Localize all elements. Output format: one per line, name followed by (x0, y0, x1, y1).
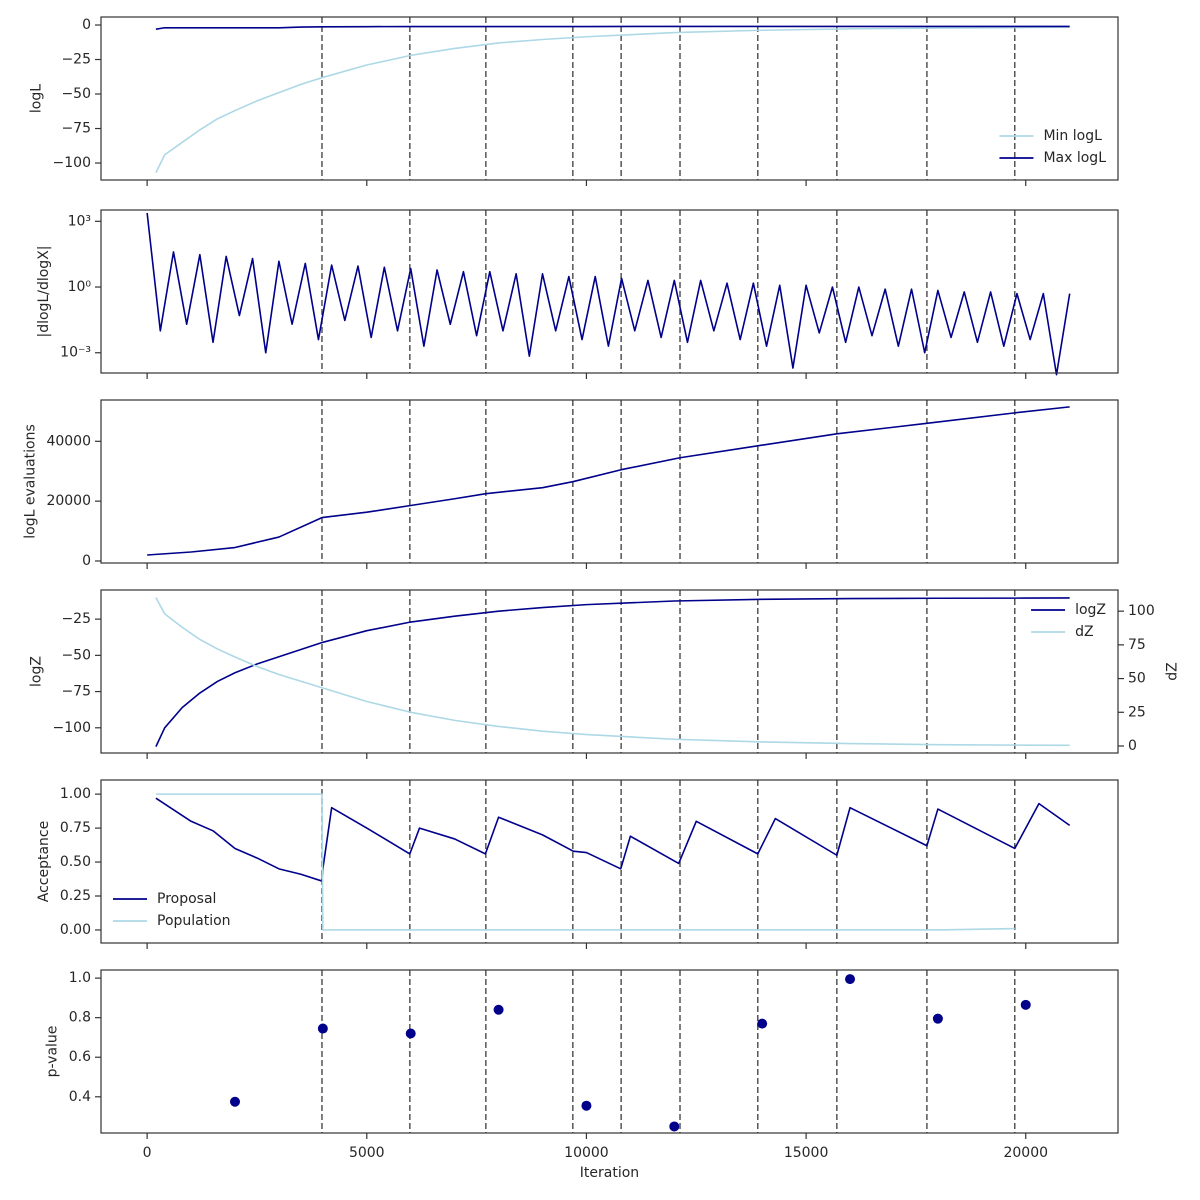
y-tick-label: 0.75 (60, 820, 91, 836)
plot-frame (100, 209, 1119, 374)
y-axis-label: |dlogL/dlogX| (36, 246, 52, 338)
point (581, 1100, 592, 1111)
x-tick-label: 15000 (784, 1145, 829, 1161)
legend-label: logZ (1075, 602, 1106, 618)
y-tick-label: −50 (61, 86, 91, 102)
point (845, 974, 856, 985)
series-line (155, 26, 1070, 174)
series-line (155, 597, 1070, 747)
y-tick-label: 0.8 (69, 1010, 91, 1026)
y-axis-label: logL evaluations (22, 424, 38, 539)
y-tick-label: 0.4 (69, 1089, 91, 1105)
y-tick-label: 0.6 (69, 1049, 91, 1065)
y-tick-label: 1.0 (69, 970, 91, 986)
series-line (155, 597, 1070, 747)
y-tick-label: 0.25 (60, 888, 91, 904)
x-tick-label: 0 (143, 1145, 152, 1161)
y-tick-label: 0.00 (60, 922, 91, 938)
y-tick-label: −50 (61, 647, 91, 663)
legend-label: Max logL (1043, 150, 1106, 166)
plot-frame (100, 589, 1119, 754)
y2-tick-label: 25 (1128, 704, 1146, 720)
y-tick-label: 0 (82, 17, 91, 33)
plot-frame (100, 779, 1119, 944)
point (317, 1023, 328, 1034)
y-tick-label: 10⁻³ (60, 345, 91, 361)
y-tick-label: 40000 (46, 433, 91, 449)
y2-tick-label: 75 (1128, 637, 1146, 653)
legend-label: Proposal (157, 891, 216, 907)
point (757, 1018, 768, 1029)
x-tick-label: 20000 (1003, 1145, 1048, 1161)
point (1020, 999, 1031, 1010)
point (405, 1028, 416, 1039)
y2-axis-label: dZ (1165, 662, 1181, 680)
plot-frame (100, 399, 1119, 564)
series-line (155, 793, 1015, 931)
y-tick-label: 1.00 (60, 786, 91, 802)
legend-label: Population (157, 913, 231, 929)
y-tick-label: 10⁰ (68, 279, 92, 295)
y-tick-label: −100 (53, 720, 91, 736)
y-tick-label: −75 (61, 121, 91, 137)
x-tick-label: 10000 (564, 1145, 609, 1161)
y-axis-label: logZ (29, 656, 45, 687)
series-line (155, 25, 1070, 30)
plot-frame (100, 16, 1119, 181)
y-tick-label: −75 (61, 684, 91, 700)
y2-tick-label: 100 (1128, 603, 1155, 619)
series-line (146, 212, 1071, 376)
y-axis-label: Acceptance (36, 821, 52, 902)
y-tick-label: 20000 (46, 493, 91, 509)
point (932, 1013, 943, 1024)
y-tick-label: −25 (61, 611, 91, 627)
x-tick-label: 5000 (349, 1145, 385, 1161)
y-tick-label: 0 (82, 553, 91, 569)
series-line (147, 406, 1070, 556)
series-line (155, 797, 1071, 882)
legend-label: dZ (1075, 624, 1093, 640)
y-tick-label: −100 (53, 155, 91, 171)
point (493, 1004, 504, 1015)
y-tick-label: −25 (61, 52, 91, 68)
y-tick-label: 0.50 (60, 854, 91, 870)
point (669, 1121, 680, 1132)
point (229, 1096, 240, 1107)
y2-tick-label: 0 (1128, 738, 1137, 754)
x-axis-label: Iteration (580, 1165, 639, 1181)
plot-frame (100, 969, 1119, 1134)
y-axis-label: logL (29, 84, 45, 113)
y-axis-label: p-value (45, 1026, 61, 1078)
y2-tick-label: 50 (1128, 671, 1146, 687)
y-tick-label: 10³ (68, 213, 91, 229)
legend-label: Min logL (1043, 128, 1102, 144)
